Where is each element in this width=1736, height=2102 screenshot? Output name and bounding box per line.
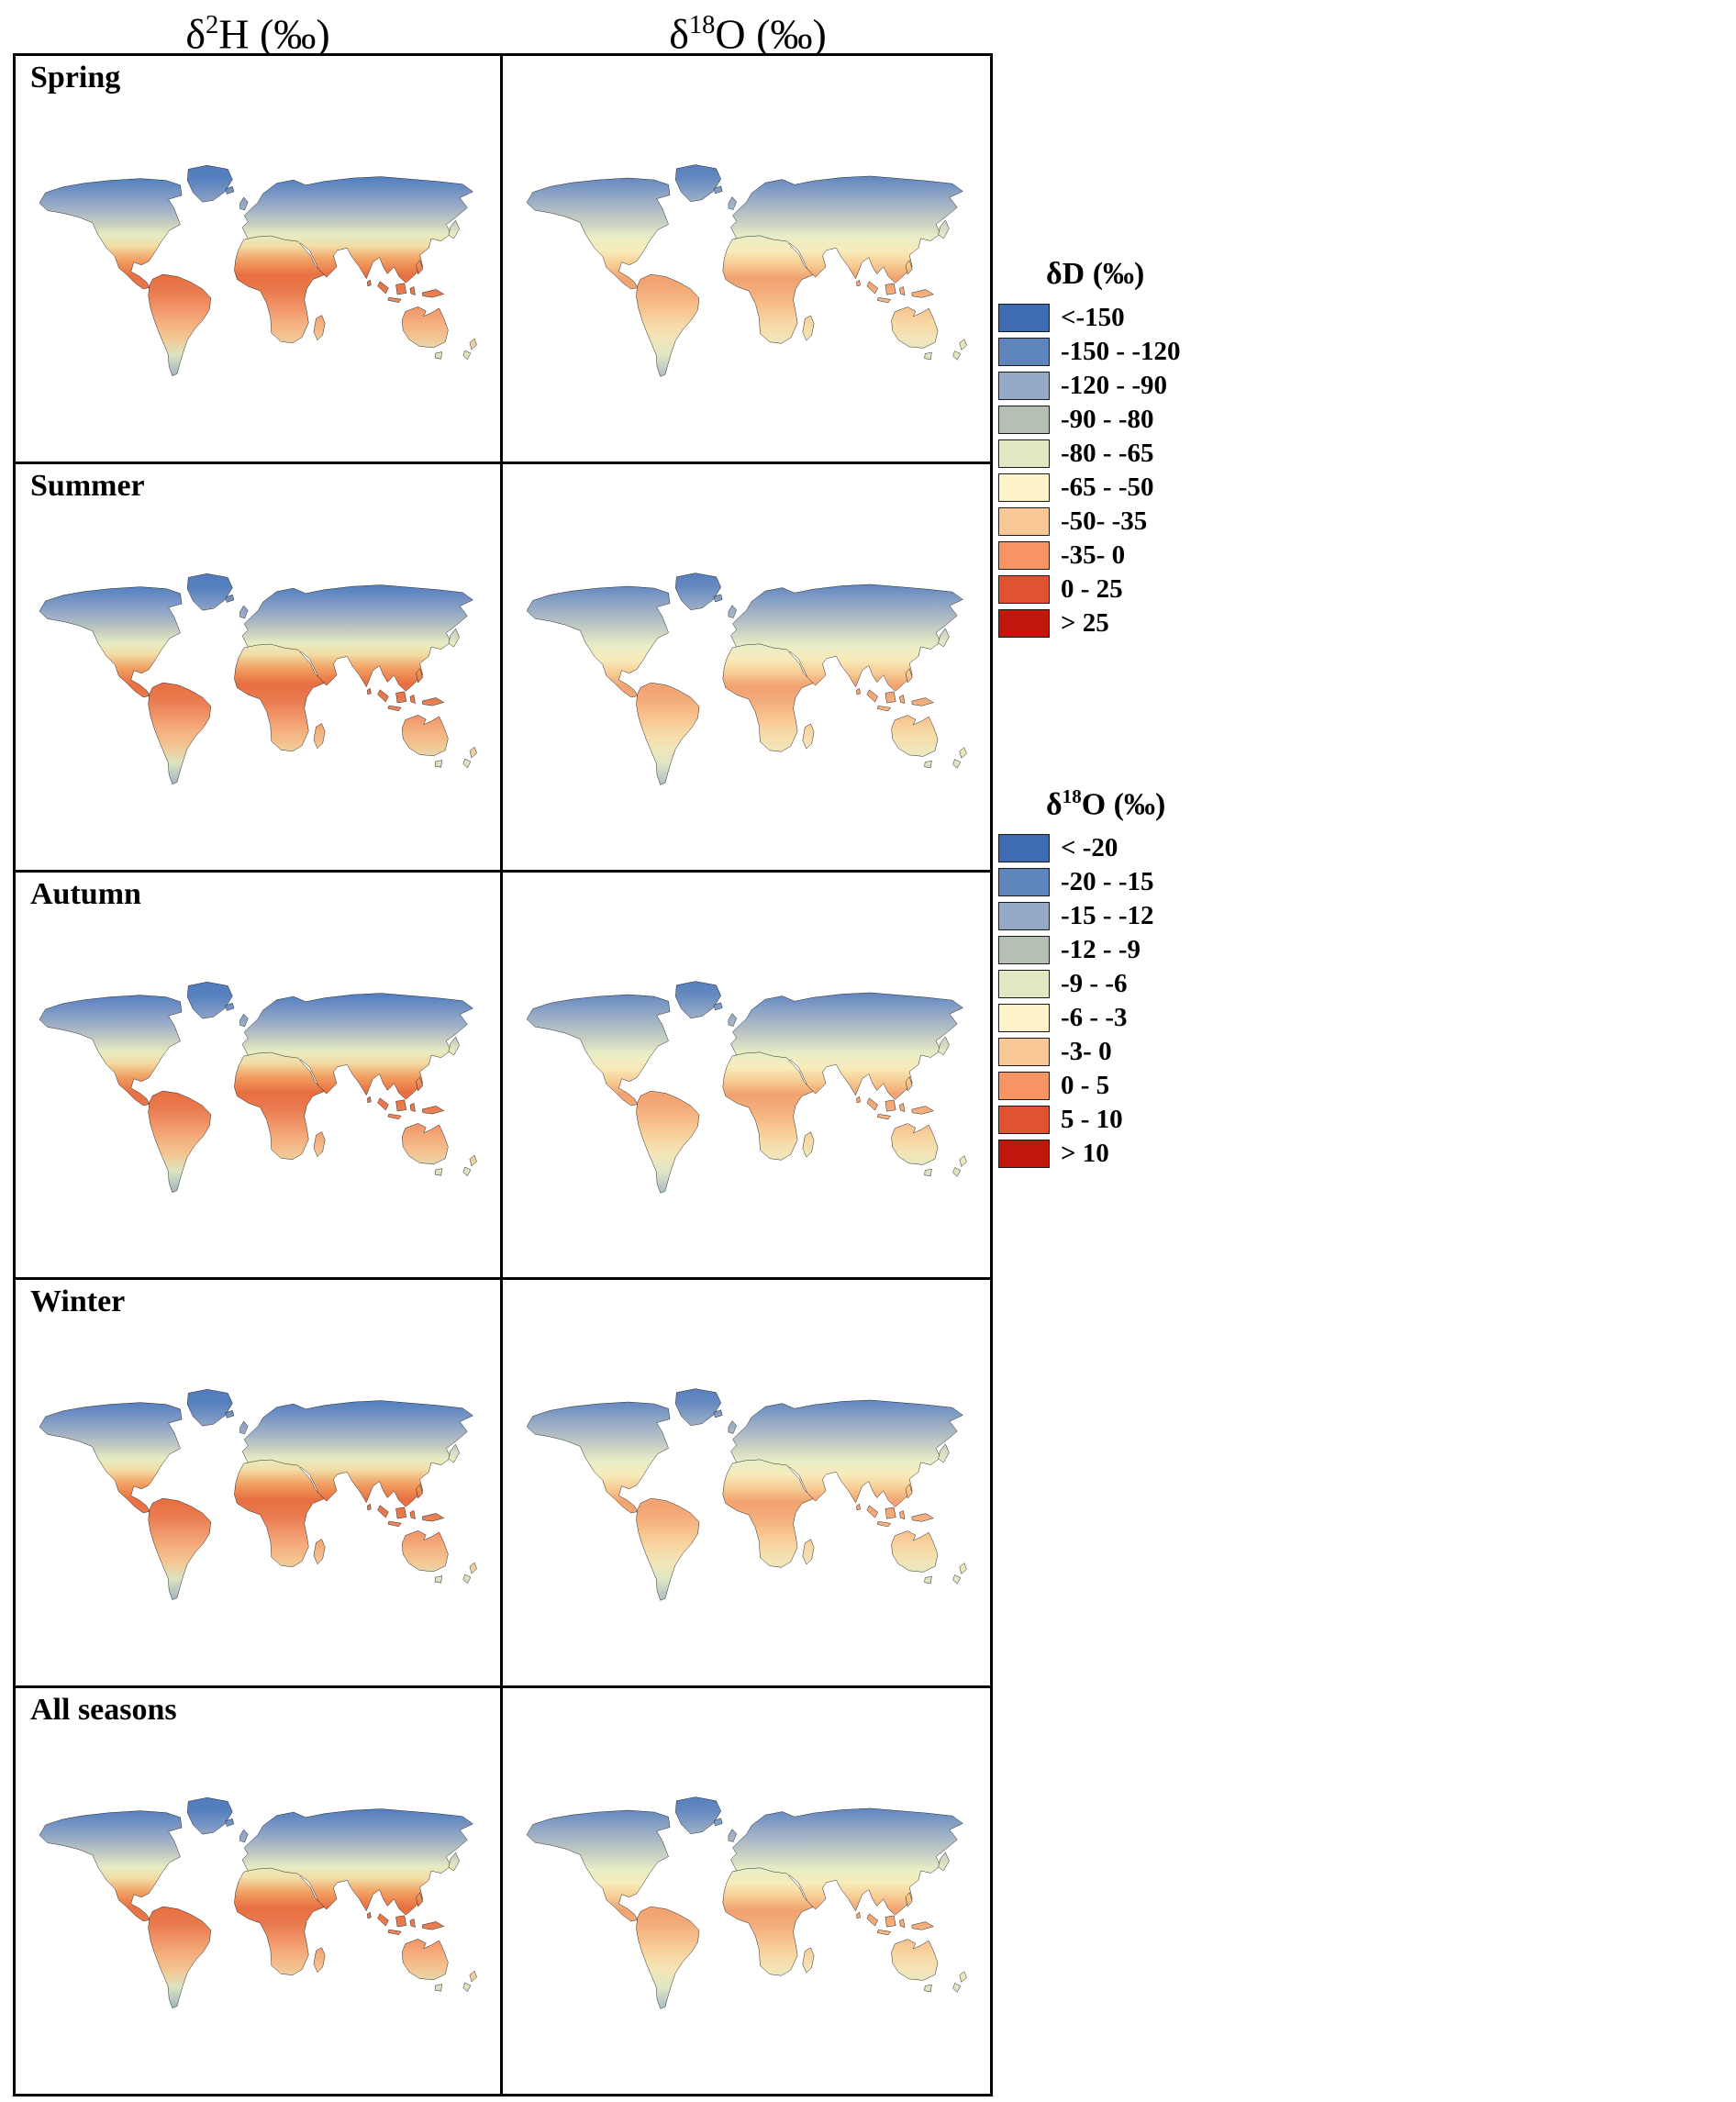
map-grid: Spring Summer Autumn Winter [13, 53, 993, 2096]
legend-item: < -20 [998, 831, 1274, 865]
figure-row-spring: Spring [16, 56, 990, 464]
legend-item: -3- 0 [998, 1035, 1274, 1069]
legend-item: -9 - -6 [998, 967, 1274, 1001]
world-map-autumn-d2h [23, 900, 493, 1271]
legend-dD-title: δD (‰) [1046, 257, 1145, 291]
figure-row-autumn: Autumn [16, 872, 990, 1281]
world-map-all-seasons-d18o [510, 1716, 983, 2086]
legend-swatch [998, 970, 1050, 999]
legend-item: > 10 [998, 1137, 1274, 1171]
season-label-spring: Spring [30, 61, 121, 95]
legend-item: -65 - -50 [998, 471, 1274, 505]
legend-d18O: δ18O (‰) < -20 -20 - -15 -15 - -12 -12 -… [998, 785, 1274, 1171]
cell-all-seasons-d2h: All seasons [16, 1688, 503, 2094]
figure-row-all-seasons: All seasons [16, 1688, 990, 2094]
world-map-spring-d18o [510, 83, 983, 454]
legend-item: -80 - -65 [998, 437, 1274, 471]
legend-swatch [998, 439, 1050, 468]
legend-swatch [998, 507, 1050, 536]
legend-swatch [998, 338, 1050, 366]
legend-item: <-150 [998, 301, 1274, 335]
legend-swatch [998, 473, 1050, 502]
legend-swatch [998, 304, 1050, 332]
world-map-winter-d2h [23, 1307, 493, 1678]
world-map-summer-d18o [510, 492, 983, 862]
figure-row-summer: Summer [16, 463, 990, 873]
cell-spring-d18o [503, 56, 990, 462]
legend-item: -12 - -9 [998, 933, 1274, 967]
legend-item: 0 - 25 [998, 573, 1274, 606]
legend-swatch [998, 1038, 1050, 1067]
world-map-autumn-d18o [510, 900, 983, 1271]
legend-item: > 25 [998, 606, 1274, 640]
legend-swatch [998, 609, 1050, 638]
column-headers: δ2H (‰) δ18O (‰) [13, 0, 993, 58]
cell-autumn-d18o [503, 873, 990, 1278]
cell-all-seasons-d18o [503, 1688, 990, 2094]
column-header-d2h: δ2H (‰) [185, 10, 330, 58]
legend-item: -6 - -3 [998, 1001, 1274, 1035]
legend-swatch [998, 1106, 1050, 1135]
legend-item: -120 - -90 [998, 369, 1274, 403]
legend-swatch [998, 936, 1050, 965]
cell-summer-d18o [503, 464, 990, 870]
legend-item: -35- 0 [998, 539, 1274, 573]
legend-swatch [998, 902, 1050, 931]
legend-swatch [998, 406, 1050, 434]
legend-swatch [998, 1072, 1050, 1101]
cell-winter-d2h: Winter [16, 1280, 503, 1686]
season-label-winter: Winter [30, 1285, 126, 1319]
legend-dD: δD (‰) <-150 -150 - -120 -120 - -90 -90 … [998, 257, 1274, 640]
legend-d18O-title: δ18O (‰) [1046, 785, 1166, 822]
cell-spring-d2h: Spring [16, 56, 503, 462]
legend-swatch [998, 1140, 1050, 1169]
world-map-spring-d2h [23, 83, 493, 454]
world-map-all-seasons-d2h [23, 1716, 493, 2086]
figure-row-winter: Winter [16, 1280, 990, 1689]
column-header-d18o: δ18O (‰) [669, 10, 827, 58]
world-map-summer-d2h [23, 492, 493, 862]
legend-swatch [998, 834, 1050, 863]
legend-item: -150 - -120 [998, 335, 1274, 369]
cell-winter-d18o [503, 1280, 990, 1685]
cell-summer-d2h: Summer [16, 463, 503, 870]
legend-item: 5 - 10 [998, 1103, 1274, 1137]
legend-item: -50- -35 [998, 505, 1274, 539]
legend-item: 0 - 5 [998, 1069, 1274, 1103]
legend-item: -15 - -12 [998, 899, 1274, 933]
season-label-all-seasons: All seasons [30, 1693, 177, 1728]
legend-swatch [998, 372, 1050, 400]
legend-item: -90 - -80 [998, 403, 1274, 437]
world-map-winter-d18o [510, 1307, 983, 1678]
legend-swatch [998, 575, 1050, 604]
legend-swatch [998, 541, 1050, 570]
cell-autumn-d2h: Autumn [16, 872, 503, 1278]
legends-panel: δD (‰) <-150 -150 - -120 -120 - -90 -90 … [998, 0, 1274, 2102]
season-label-autumn: Autumn [30, 876, 141, 911]
season-label-summer: Summer [30, 468, 145, 503]
legend-swatch [998, 868, 1050, 897]
legend-item: -20 - -15 [998, 865, 1274, 899]
legend-swatch [998, 1004, 1050, 1033]
